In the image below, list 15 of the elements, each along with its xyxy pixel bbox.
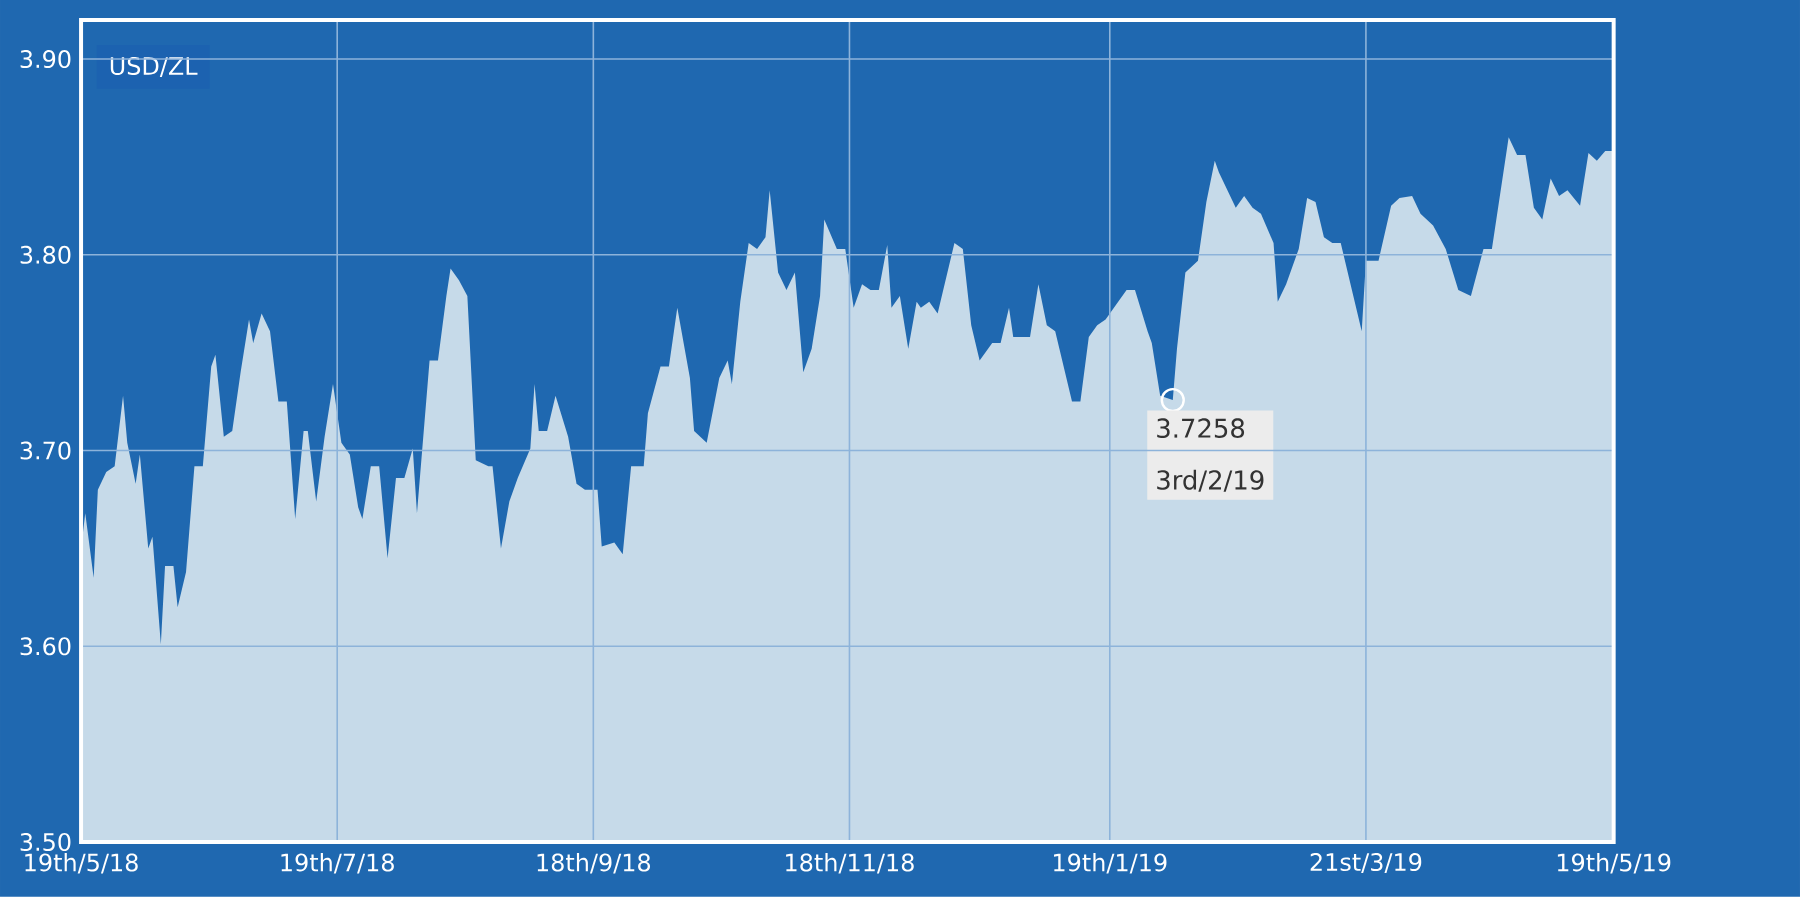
x-tick-label: 19th/5/19 bbox=[1557, 853, 1671, 874]
x-tick-label: 18th/11/18 bbox=[786, 853, 914, 874]
y-tick-label: 3.70 bbox=[20, 441, 71, 460]
y-tick-label: 3.60 bbox=[20, 637, 71, 656]
x-tick-label: 19th/7/18 bbox=[281, 853, 394, 874]
x-tick-label: 19th/5/18 bbox=[25, 853, 138, 874]
x-tick-label: 18th/9/18 bbox=[537, 853, 651, 874]
x-tick-label: 21st/3/19 bbox=[1310, 853, 1422, 874]
y-tick-label: 3.50 bbox=[20, 833, 71, 852]
y-tick-label: 3.80 bbox=[20, 245, 71, 264]
text: USD/ZL bbox=[110, 57, 198, 77]
annotation: 3.7258 bbox=[1157, 418, 1245, 439]
annotation: 3rd/2/19 bbox=[1157, 469, 1264, 492]
y-tick-label: 3.90 bbox=[20, 50, 71, 69]
x-tick-label: 19th/1/19 bbox=[1054, 853, 1167, 874]
